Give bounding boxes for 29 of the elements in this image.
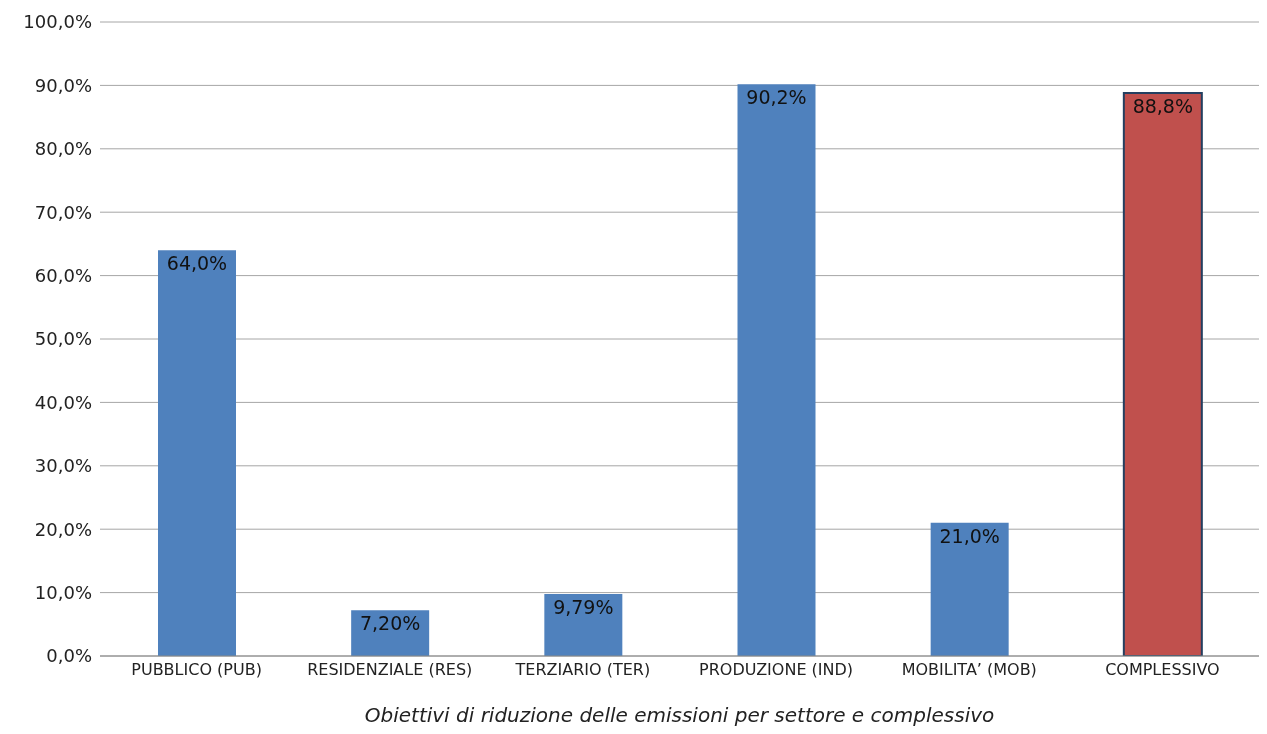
bar <box>544 593 623 656</box>
bar <box>1122 92 1203 656</box>
y-tick-label: 40,0% <box>34 391 92 413</box>
y-tick-label: 90,0% <box>34 74 92 96</box>
x-axis-title: Obiettivi di riduzione delle emissioni per settore e complessivo <box>364 703 995 727</box>
y-tick-label: 60,0% <box>34 264 92 286</box>
y-tick-label: 20,0% <box>34 518 92 540</box>
y-tick-label: 80,0% <box>34 138 92 160</box>
x-tick-label: RESIDENZIALE (RES) <box>307 660 473 680</box>
x-tick-label: MOBILITA’ (MOB) <box>901 660 1037 680</box>
data-label: 21,0% <box>939 524 1000 547</box>
y-tick-label: 10,0% <box>34 581 92 603</box>
data-label: 7,20% <box>359 612 421 635</box>
bar <box>158 250 236 656</box>
data-label: 64,0% <box>166 252 228 275</box>
data-label: 9,79% <box>553 595 614 618</box>
bar <box>930 522 1009 656</box>
x-tick-label: PRODUZIONE (IND) <box>699 660 854 680</box>
y-tick-label: 100,0% <box>23 11 92 33</box>
x-tick-label: COMPLESSIVO <box>1105 660 1220 680</box>
y-tick-label: 0,0% <box>46 645 92 667</box>
bar <box>737 84 816 656</box>
y-tick-label: 30,0% <box>34 455 92 477</box>
data-label: 88,8% <box>1132 95 1194 118</box>
x-tick-label: PUBBLICO (PUB) <box>131 660 262 680</box>
y-tick-label: 70,0% <box>34 201 92 223</box>
data-label: 90,2% <box>746 86 807 109</box>
x-tick-label: TERZIARIO (TER) <box>514 660 651 680</box>
y-tick-label: 50,0% <box>34 328 92 350</box>
